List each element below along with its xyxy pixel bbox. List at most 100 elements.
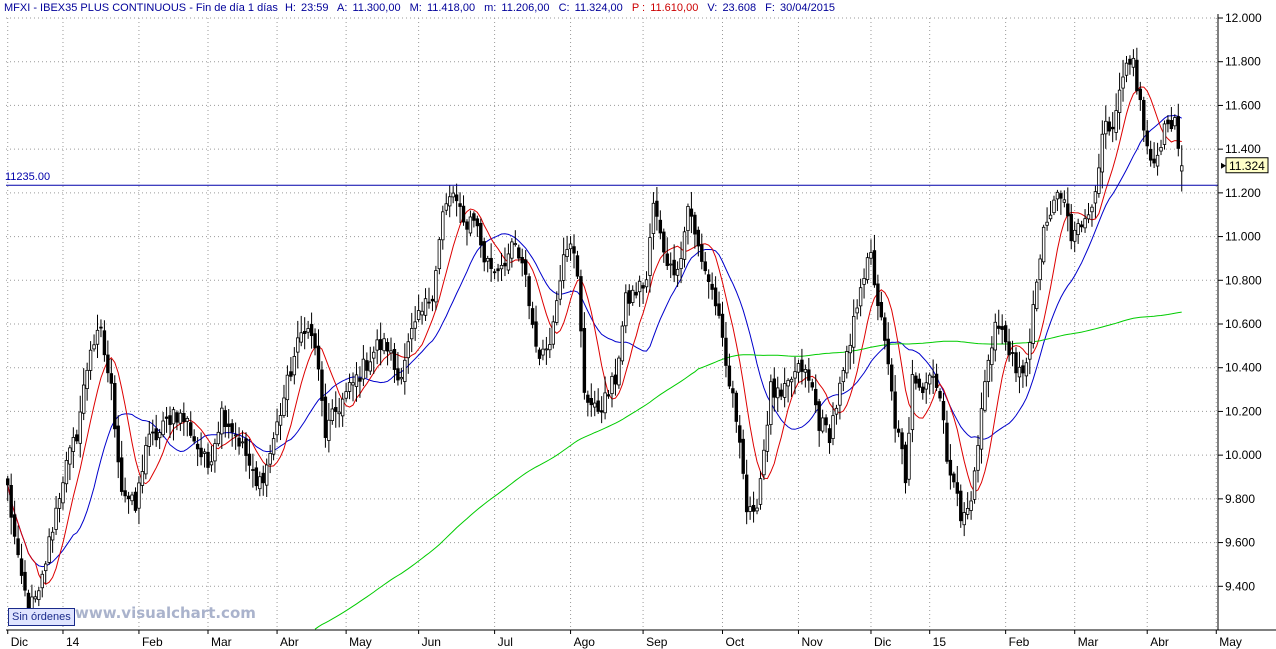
candle-body <box>1007 341 1011 356</box>
candle-body <box>814 388 818 406</box>
candle-body <box>468 216 473 234</box>
candle-body <box>168 415 172 425</box>
candle-body <box>327 419 331 441</box>
status-badge[interactable]: Sin órdenes <box>8 608 75 626</box>
candle-body <box>1035 281 1039 310</box>
candle-body <box>965 508 970 515</box>
candle-body <box>762 449 766 476</box>
candle-body <box>113 382 117 430</box>
candle-body <box>1083 218 1087 229</box>
x-tick-label: Ago <box>574 635 596 649</box>
header-v-value: 23.608 <box>722 2 756 14</box>
candle-body <box>458 203 462 207</box>
candle-body <box>793 371 797 379</box>
candle-body <box>997 325 1001 329</box>
y-tick-label: 9.400 <box>1225 579 1255 593</box>
candle-body <box>907 432 911 480</box>
candle-body <box>1107 121 1111 132</box>
candle-body <box>296 337 300 353</box>
candle-body <box>782 383 787 398</box>
candle-body <box>820 417 825 432</box>
candle-body <box>910 374 915 431</box>
candle-body <box>599 410 604 413</box>
y-tick-label: 11.000 <box>1225 230 1261 244</box>
candle-body <box>33 596 38 600</box>
candle-body <box>372 351 376 359</box>
candle-body <box>976 445 980 471</box>
candle-body <box>441 211 445 241</box>
candle-body <box>347 382 352 392</box>
candle-body <box>289 371 293 377</box>
candle-body <box>213 443 217 462</box>
candle-body <box>1155 154 1160 167</box>
candle-body <box>1069 213 1073 242</box>
candle-body <box>786 379 790 387</box>
candle-body <box>506 253 511 271</box>
candle-body <box>934 373 939 388</box>
candle-body <box>527 276 531 307</box>
candle-body <box>278 415 283 426</box>
candle-body <box>16 538 20 556</box>
y-tick-label: 11.200 <box>1225 186 1261 200</box>
candle-body <box>50 531 55 541</box>
candle-body <box>403 359 407 382</box>
candle-body <box>1017 366 1022 378</box>
candle-body <box>334 407 338 412</box>
candle-body <box>520 257 524 264</box>
candle-body <box>634 291 638 296</box>
candle-body <box>1055 191 1060 200</box>
candle-body <box>582 328 587 393</box>
candle-body <box>1062 199 1067 203</box>
candle-body <box>427 301 431 304</box>
candle-body <box>1152 158 1156 164</box>
candle-body <box>185 418 189 422</box>
candle-body <box>396 368 400 381</box>
candle-body <box>696 229 701 247</box>
candle-body <box>896 428 901 433</box>
header-c-value: 11.324,00 <box>575 2 623 14</box>
y-tick-label: 9.600 <box>1225 536 1255 550</box>
candle-body <box>133 491 138 511</box>
candle-body <box>803 369 808 373</box>
candle-body <box>216 431 221 445</box>
candle-body <box>178 412 183 424</box>
candle-body <box>765 424 770 452</box>
candle-body <box>119 457 124 492</box>
candle-body <box>1138 88 1143 101</box>
candle-body <box>644 279 649 288</box>
candle-body <box>1173 117 1177 127</box>
candle-body <box>810 382 814 388</box>
candle-body <box>672 259 676 276</box>
x-tick-label: 14 <box>66 635 80 649</box>
candle-body <box>931 375 935 378</box>
y-tick-label: 11.600 <box>1225 98 1261 112</box>
candle-body <box>627 290 631 304</box>
candle-body <box>444 203 448 211</box>
candle-body <box>223 410 227 428</box>
candle-body <box>175 412 179 423</box>
candle-body <box>1052 199 1056 214</box>
header-a-label: A: <box>337 2 347 14</box>
candle-body <box>1097 167 1101 194</box>
candle-body <box>979 408 984 450</box>
candle-body <box>593 402 597 408</box>
candle-body <box>883 317 887 341</box>
header-background <box>0 0 780 15</box>
candle-body <box>1014 352 1018 374</box>
candle-body <box>1041 226 1046 263</box>
candle-body <box>903 444 908 484</box>
header-a-value: 11.300,00 <box>352 2 400 14</box>
header-min-value: 11.206,00 <box>501 2 549 14</box>
candle-body <box>92 344 96 350</box>
last-price-arrow <box>1221 162 1226 169</box>
candle-body <box>410 328 414 340</box>
header-p-label: P : <box>632 2 645 14</box>
candle-body <box>893 391 897 429</box>
candle-body <box>358 377 362 382</box>
x-tick-label: Dic <box>11 635 28 649</box>
candle-body <box>64 460 69 485</box>
candle-body <box>1142 99 1146 131</box>
candle-body <box>485 258 490 262</box>
x-tick-label: Jul <box>498 635 513 649</box>
